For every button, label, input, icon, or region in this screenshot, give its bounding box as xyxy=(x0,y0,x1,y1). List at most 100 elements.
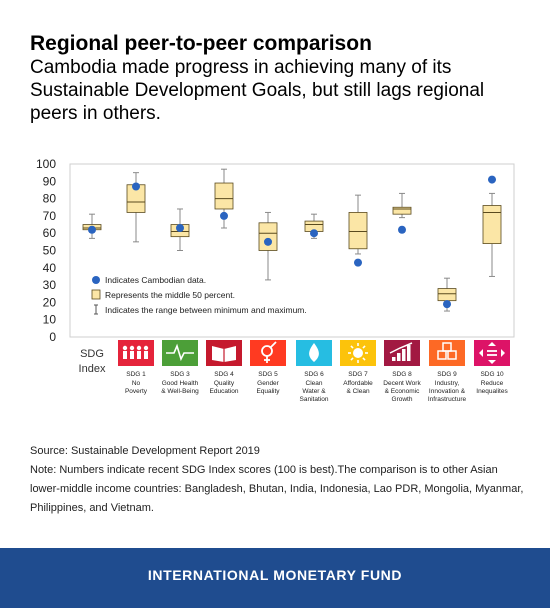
y-tick-label: 0 xyxy=(49,330,56,344)
iqr-box xyxy=(258,222,278,251)
source-note: Source: Sustainable Development Report 2… xyxy=(30,445,260,457)
sdg-number-label: SDG 9 xyxy=(437,371,457,378)
cambodia-data-point xyxy=(88,225,96,234)
book-icon xyxy=(206,340,242,366)
iqr-box xyxy=(348,212,368,250)
cambodia-data-point xyxy=(398,225,406,234)
glyph xyxy=(362,345,366,349)
glyph xyxy=(362,357,366,361)
legend-label: Indicates the range between minimum and … xyxy=(105,305,307,315)
legend-dot-symbol xyxy=(92,276,100,284)
gender-icon xyxy=(250,340,286,366)
y-tick-label: 40 xyxy=(43,261,57,275)
sdg-caption-line: Poverty xyxy=(125,388,148,395)
sdg-number-label: SDG 3 xyxy=(170,371,190,378)
glyph xyxy=(123,351,127,359)
glyph xyxy=(129,345,135,351)
glyph xyxy=(130,351,134,359)
y-tick-label: 20 xyxy=(43,295,57,309)
sdg-caption-line: No xyxy=(132,380,141,387)
sdg-tile xyxy=(429,340,465,366)
sdg-number-label: SDG 7 xyxy=(348,371,368,378)
chart-subtitle: Cambodia made progress in achieving many… xyxy=(30,57,485,124)
sun-icon xyxy=(340,340,376,366)
sdg-caption-line: Gender xyxy=(257,380,280,387)
glyph xyxy=(447,350,457,360)
sdg-caption-line: Good Health xyxy=(162,380,199,387)
footer-org-name: INTERNATIONAL MONETARY FUND xyxy=(147,567,403,583)
sdg-number-label: SDG 6 xyxy=(304,371,324,378)
sdg-caption-line: Infrastructure xyxy=(428,396,467,403)
footer-bar: INTERNATIONAL MONETARY FUND xyxy=(0,548,550,608)
cambodia-data-point xyxy=(354,258,362,267)
glyph xyxy=(166,343,194,362)
glyph xyxy=(392,357,396,361)
sdg-caption-line: Reduce xyxy=(481,380,504,387)
chart-title: Regional peer-to-peer comparison xyxy=(30,32,372,55)
glyph xyxy=(136,345,142,351)
glyph xyxy=(144,351,148,359)
y-tick-label: 30 xyxy=(43,278,57,292)
glyph xyxy=(389,342,413,354)
sdg-caption-line: Innovation & xyxy=(429,388,466,395)
sdg-caption-line: Affordable xyxy=(343,380,373,387)
y-tick-label: 70 xyxy=(43,209,57,223)
y-tick-label: 100 xyxy=(36,157,56,171)
glyph xyxy=(137,351,141,359)
box-plot-chart: 0 10 20 30 40 50 60 70 80 90 100 Indicates Cambodia… xyxy=(36,157,515,403)
sdg-caption-line: Sanitation xyxy=(300,396,329,403)
glyph xyxy=(353,348,363,358)
legend-box-symbol xyxy=(91,289,101,300)
glyph xyxy=(350,357,354,361)
y-tick-label: 80 xyxy=(43,192,57,206)
heartbeat-icon xyxy=(162,340,198,366)
sdg-caption-line: & Well-Being xyxy=(161,388,199,395)
y-tick-label: 50 xyxy=(43,244,57,258)
glyph xyxy=(437,350,447,360)
sdg-caption-line: Industry, xyxy=(435,380,460,387)
cambodia-data-point xyxy=(264,237,272,246)
sdg-caption-line: Inequalites xyxy=(476,388,508,395)
iqr-box xyxy=(392,206,412,215)
glyph xyxy=(309,343,319,362)
glyph xyxy=(143,345,149,351)
sdg-caption-line: Decent Work xyxy=(383,380,421,387)
cambodia-data-point xyxy=(132,182,140,191)
cambodia-data-point xyxy=(443,300,451,309)
water-drop-icon xyxy=(296,340,332,366)
cambodia-data-point xyxy=(310,229,318,238)
notes-section: Source: Sustainable Development Report 2… xyxy=(30,442,530,518)
glyph xyxy=(350,345,354,349)
glyph xyxy=(270,341,277,348)
sdg-caption-line: Quality xyxy=(214,380,235,387)
sdg-caption-line: Clean xyxy=(306,380,323,387)
sdg-caption-line: Growth xyxy=(392,396,413,403)
glyph xyxy=(442,342,452,352)
cambodia-data-point xyxy=(220,211,228,220)
sdg-number-label: SDG 10 xyxy=(480,371,504,378)
plot-frame xyxy=(69,163,515,338)
sdg-tile xyxy=(250,340,286,366)
iqr-box xyxy=(482,205,502,244)
iqr-box xyxy=(437,288,457,302)
sdg-caption-line: & Clean xyxy=(346,388,370,395)
y-tick-label: 60 xyxy=(43,226,57,240)
sdg-caption-line: Education xyxy=(210,388,239,395)
glyph xyxy=(122,345,128,351)
sdg-number-label: SDG 5 xyxy=(258,371,278,378)
sdg-caption-line: & Economic xyxy=(385,388,420,395)
legend-label: Represents the middle 50 percent. xyxy=(105,290,235,300)
sdg-number-label: SDG 8 xyxy=(392,371,412,378)
cambodia-data-point xyxy=(176,224,184,233)
iqr-box xyxy=(214,182,234,210)
glyph xyxy=(402,349,406,361)
people-icon xyxy=(118,340,154,366)
cambodia-data-point xyxy=(488,175,496,184)
y-tick-label: 10 xyxy=(43,313,57,327)
sdg-index-label: Index xyxy=(79,363,106,375)
comparison-note: Note: Numbers indicate recent SDG Index … xyxy=(30,464,524,514)
equality-arrows-icon xyxy=(474,340,510,366)
sdg-caption-line: Water & xyxy=(302,388,326,395)
sdg-number-label: SDG 1 xyxy=(126,371,146,378)
sdg-number-label: SDG 4 xyxy=(214,371,234,378)
